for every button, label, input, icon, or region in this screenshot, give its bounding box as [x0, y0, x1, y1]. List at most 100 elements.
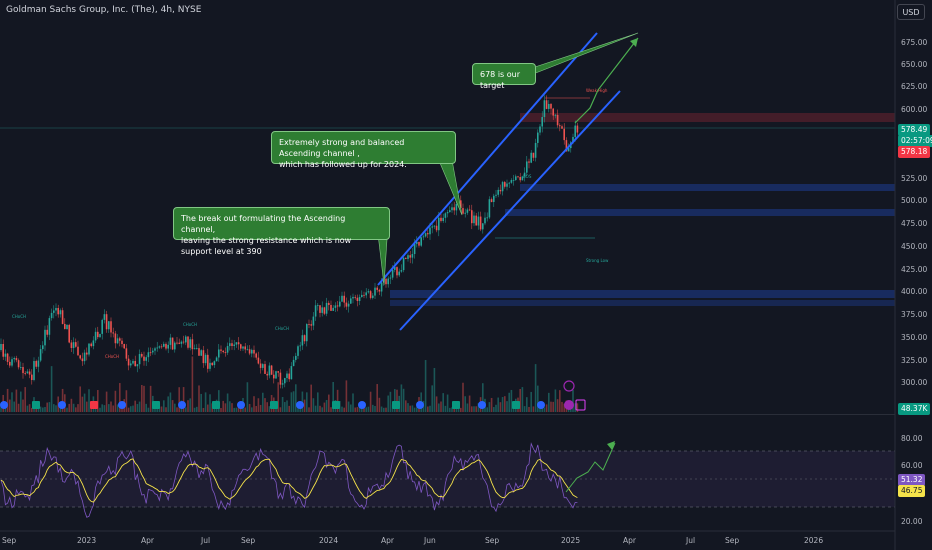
candle-body — [4, 353, 7, 357]
volume-bar — [17, 403, 20, 412]
candle-body — [292, 359, 295, 367]
pane-divider[interactable] — [0, 414, 895, 415]
volume-bar — [108, 404, 110, 412]
volume-bar — [303, 399, 306, 412]
candle-body — [429, 227, 431, 235]
volume-bar — [482, 383, 484, 412]
volume-bar — [301, 391, 304, 412]
candle-body — [462, 208, 464, 214]
choch-label: CHoCH — [183, 322, 197, 327]
volume-bar — [451, 407, 453, 412]
candle-body — [141, 354, 143, 357]
candle-body — [433, 225, 436, 227]
candle-body — [286, 373, 288, 379]
candle-body — [486, 217, 488, 219]
volume-bar — [251, 407, 253, 412]
candle-body — [270, 365, 273, 375]
candle-body — [523, 172, 526, 177]
time-label: Sep — [241, 536, 255, 545]
candle-body — [187, 336, 189, 348]
volume-bar — [204, 392, 207, 412]
time-label: Jul — [685, 536, 695, 545]
volume-bar — [438, 403, 440, 412]
volume-bar — [198, 385, 200, 412]
volume-bar — [209, 394, 211, 412]
volume-bar — [70, 398, 73, 412]
candle-body — [55, 308, 57, 311]
dividend-icon — [32, 401, 40, 409]
candle-body — [136, 364, 139, 367]
candle-body — [477, 216, 480, 226]
candle-body — [185, 336, 187, 343]
candle-body — [422, 236, 425, 238]
event-icons[interactable] — [0, 380, 586, 411]
candle-body — [11, 359, 13, 366]
candle-body — [565, 140, 568, 152]
volume-bar — [433, 367, 436, 412]
candle-body — [167, 344, 169, 349]
volume-bar — [407, 403, 409, 412]
volume-bar — [143, 385, 145, 412]
volume-bar — [532, 406, 535, 412]
volume-bar — [295, 384, 297, 412]
candle-body — [369, 291, 372, 298]
candle-body — [528, 161, 530, 163]
candle-body — [26, 371, 29, 374]
price-tick: 500.00 — [901, 196, 927, 205]
earnings-icon — [416, 401, 424, 409]
volume-bar — [416, 407, 418, 412]
volume-bar — [61, 388, 64, 412]
candle-body — [48, 318, 51, 335]
candle-body — [530, 152, 532, 163]
candle-body — [367, 291, 370, 293]
volume-bar — [486, 407, 488, 412]
channel-callout-line: Extremely strong and balanced Ascending … — [279, 138, 405, 158]
candle-body — [488, 199, 491, 218]
structure-labels: CHoCH CHoCH CHoCH CHoCH BOS Weak High St… — [12, 88, 609, 359]
candle-body — [295, 355, 297, 360]
candle-body — [233, 344, 235, 346]
volume-bar — [48, 402, 51, 412]
volume-bar — [460, 407, 462, 412]
time-label: Sep — [725, 536, 739, 545]
volume-bar — [372, 404, 374, 412]
candle-body — [171, 337, 174, 350]
candle-body — [59, 310, 62, 315]
candle-body — [222, 350, 224, 353]
price-axis[interactable]: 675.00 650.00 625.00 600.00 550.00 525.0… — [894, 0, 932, 550]
time-axis[interactable]: Sep 2023 Apr Jul Sep 2024 Apr Jun Sep 20… — [0, 530, 895, 545]
volume-bar — [559, 390, 561, 412]
candle-body — [149, 352, 152, 354]
volume-bar — [427, 406, 429, 412]
time-label: Apr — [623, 536, 637, 545]
candle-body — [303, 335, 306, 342]
candle-body — [61, 310, 64, 324]
volume-bar — [0, 403, 2, 412]
price-tick: 675.00 — [901, 38, 927, 47]
earnings-icon — [478, 401, 486, 409]
candle-body — [510, 180, 513, 183]
dividend-icon — [512, 401, 520, 409]
volume-bar — [402, 388, 405, 412]
price-tick: 600.00 — [901, 105, 927, 114]
candle-body — [79, 355, 81, 359]
rsi-value-tag: 51.32 — [898, 474, 926, 486]
candle-body — [259, 363, 262, 368]
volume-bar — [231, 403, 233, 412]
candle-body — [248, 349, 251, 354]
candle-body — [90, 343, 92, 347]
candle-body — [202, 350, 205, 364]
volume-bar — [297, 405, 299, 412]
earnings-icon — [58, 401, 66, 409]
volume-bar — [383, 407, 385, 412]
candle-body — [35, 361, 37, 367]
candle-body — [416, 241, 418, 244]
earnings-icon — [296, 401, 304, 409]
candle-body — [347, 303, 350, 307]
volume-bar — [167, 396, 169, 412]
currency-button[interactable]: USD — [897, 4, 925, 20]
volume-bar — [147, 407, 150, 412]
candle-body — [163, 343, 165, 347]
volume-bar — [501, 397, 504, 412]
